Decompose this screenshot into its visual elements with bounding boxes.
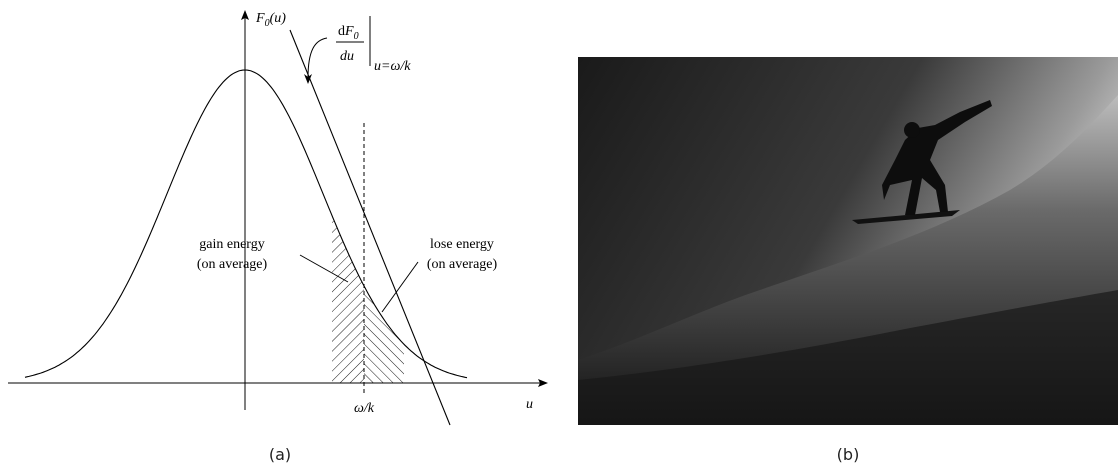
caption: (a) <box>269 445 291 464</box>
lose-hatch <box>364 215 404 383</box>
x-axis-label: u <box>526 397 533 412</box>
gain-hatch <box>332 215 364 383</box>
x-arrow <box>538 379 548 387</box>
panel-b-photo: (b) <box>578 57 1118 464</box>
panel-a: F0(u) dF0 du u=ω/k gain energy (on avera… <box>8 10 548 464</box>
wave-base <box>578 290 1118 425</box>
derivative-label: dF0 du u=ω/k <box>336 16 411 74</box>
lose-label: (on average) <box>427 257 498 272</box>
lose-label: lose energy <box>430 237 494 252</box>
surfboard <box>852 210 960 224</box>
caption: (b) <box>837 445 860 464</box>
surfer-head <box>904 122 920 138</box>
y-axis-label: F0(u) <box>255 11 286 29</box>
pointer-arrow <box>307 37 328 79</box>
pointer-head <box>304 74 312 84</box>
y-arrow <box>241 10 249 20</box>
tangent-line <box>289 29 451 426</box>
derivative-numerator: dF0 <box>338 24 359 42</box>
x-tick-label: ω/k <box>354 401 375 416</box>
distribution-curve <box>24 69 468 379</box>
derivative-eval: u=ω/k <box>374 59 411 74</box>
gain-label: (on average) <box>197 257 268 272</box>
gain-pointer <box>299 254 349 283</box>
gain-label: gain energy <box>199 237 264 252</box>
derivative-denominator: du <box>340 49 354 64</box>
surfer <box>882 100 992 215</box>
lose-pointer <box>381 261 419 313</box>
